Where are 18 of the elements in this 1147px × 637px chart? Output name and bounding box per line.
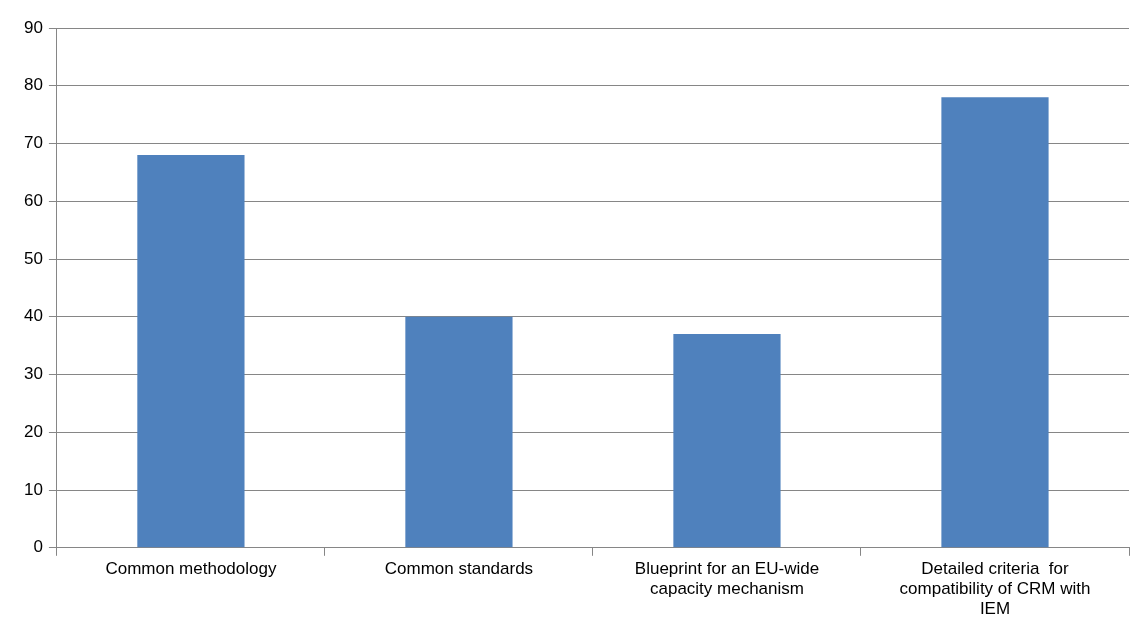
bar [673, 334, 781, 548]
x-tick-label: Common methodology [105, 558, 277, 578]
x-tick-label: Blueprint for an EU-wide capacity mechanism [634, 558, 820, 599]
y-tick-label: 0 [33, 537, 43, 557]
bar [137, 155, 245, 548]
y-tick-label: 70 [23, 133, 43, 153]
y-tick-label: 90 [23, 17, 43, 37]
x-tick-label: Detailed criteria for compatibility of CRM with IEM [899, 558, 1091, 619]
y-tick-label: 40 [23, 306, 43, 326]
y-tick-label: 50 [23, 248, 43, 268]
bar [405, 316, 513, 548]
bar [941, 97, 1049, 548]
y-tick-label: 80 [23, 75, 43, 95]
x-tick-label: Common standards [384, 558, 534, 578]
y-tick-label: 10 [23, 479, 43, 499]
y-tick-label: 20 [23, 421, 43, 441]
y-tick-label: 60 [23, 190, 43, 210]
y-tick-label: 30 [23, 364, 43, 384]
